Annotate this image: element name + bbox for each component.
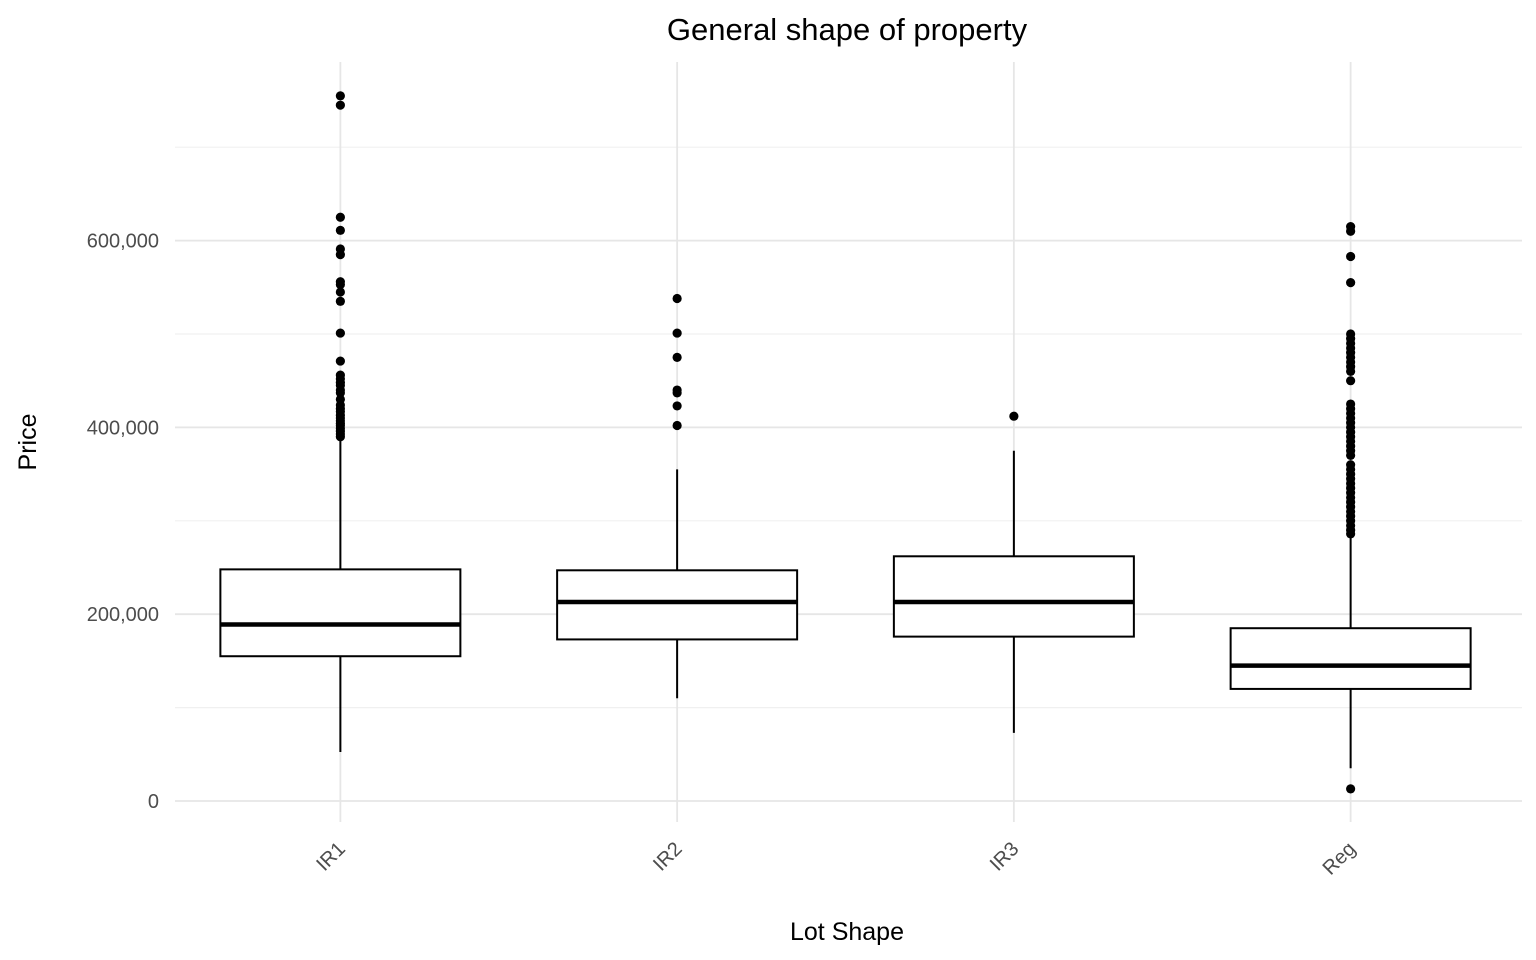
iqr-box (556, 569, 799, 641)
iqr-box (892, 555, 1135, 638)
box-ir3 (892, 411, 1135, 733)
outlier-point (335, 277, 345, 287)
outlier-point (1346, 278, 1356, 288)
outlier-point (672, 328, 682, 338)
box-reg (1229, 221, 1472, 794)
box-ir2 (556, 293, 799, 699)
outlier-point (1346, 784, 1356, 794)
x-tick-label: IR2 (649, 838, 687, 876)
chart-title: General shape of property (667, 12, 1028, 47)
outlier-point (672, 401, 682, 411)
x-tick-label: IR1 (312, 838, 350, 876)
x-axis-title: Lot Shape (790, 918, 904, 946)
outlier-point (1346, 251, 1356, 262)
outlier-point (1009, 411, 1019, 421)
x-tick-label: Reg (1319, 838, 1361, 880)
iqr-box (219, 568, 462, 658)
outlier-point (672, 420, 682, 431)
iqr-box (1229, 627, 1472, 690)
y-tick-label: 200,000 (87, 604, 159, 626)
outlier-point (335, 287, 345, 297)
outlier-point (335, 212, 345, 222)
outlier-point (335, 394, 345, 404)
outlier-point (672, 352, 682, 362)
x-tick-label: IR3 (986, 838, 1024, 876)
outlier-point (335, 356, 345, 366)
outlier-point (335, 370, 345, 380)
outlier-point (672, 293, 682, 304)
y-tick-label: 0 (148, 791, 159, 813)
box-plots (219, 91, 1472, 794)
y-axis-title: Price (14, 414, 42, 471)
outlier-point (335, 91, 345, 101)
outlier-point (335, 225, 345, 235)
outlier-point (1346, 399, 1356, 409)
outlier-point (1346, 221, 1356, 232)
outlier-point (335, 328, 345, 338)
outlier-point (1346, 329, 1356, 339)
outlier-point (1346, 376, 1356, 386)
outlier-point (335, 244, 345, 254)
outlier-point (335, 100, 345, 110)
y-tick-label: 400,000 (87, 417, 159, 439)
box-ir1 (219, 91, 462, 752)
outlier-point (1346, 460, 1356, 470)
grid-lines (175, 62, 1522, 822)
x-axis-tick-labels: IR1 IR2 IR3 Reg (312, 838, 1360, 880)
outlier-point (672, 385, 682, 395)
y-axis-tick-labels: 0 200,000 400,000 600,000 (87, 231, 159, 813)
y-tick-label: 600,000 (87, 231, 159, 253)
outlier-point (335, 296, 345, 306)
